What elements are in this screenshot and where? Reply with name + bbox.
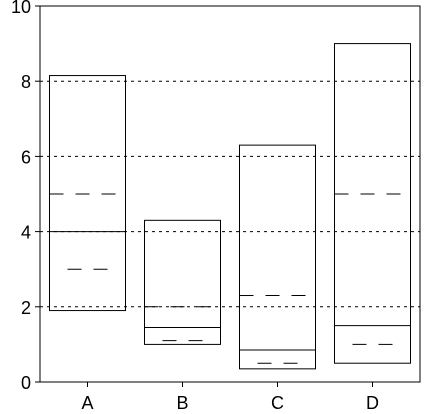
box-b: [144, 219, 221, 345]
box-c: [239, 144, 316, 370]
box-a: [49, 75, 126, 312]
x-tick-label-c: C: [271, 393, 284, 413]
box-d: [334, 43, 411, 364]
label-layer: 0 2 4 6 8 10 A B C D: [11, 0, 379, 413]
plot-frame: [39, 5, 421, 383]
axis-layer: [35, 5, 421, 387]
x-tick-label-b: B: [176, 393, 188, 413]
y-tick-label-6: 6: [21, 147, 31, 167]
y-tick-label-4: 4: [21, 223, 31, 243]
x-tick-label-a: A: [81, 393, 93, 413]
y-tick-label-0: 0: [21, 373, 31, 393]
x-tick-label-d: D: [366, 393, 379, 413]
y-tick-label-8: 8: [21, 72, 31, 92]
y-tick-label-10: 10: [11, 0, 31, 17]
box-layer: [49, 43, 411, 370]
y-tick-label-2: 2: [21, 298, 31, 318]
